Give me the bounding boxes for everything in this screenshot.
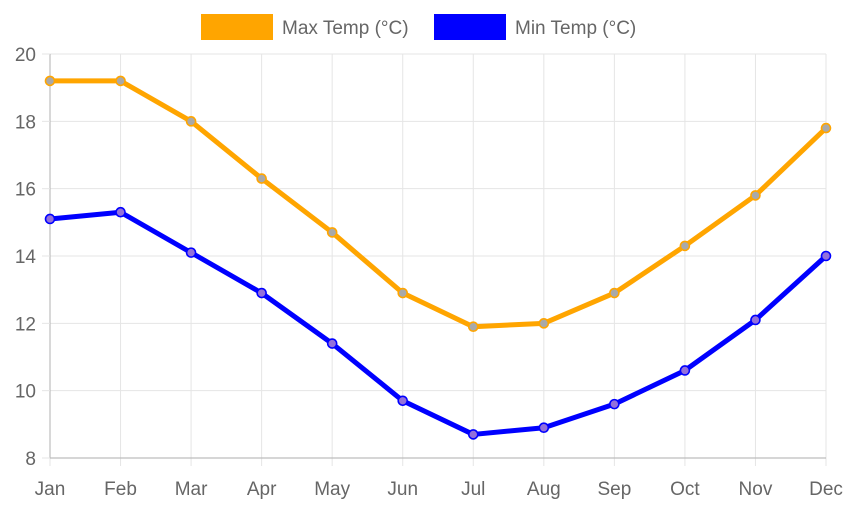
- x-tick-label: Oct: [670, 479, 700, 500]
- series-line-max-temp: [47, 78, 829, 330]
- data-point-max-temp[interactable]: [326, 227, 338, 238]
- x-tick-label: Jun: [387, 479, 418, 500]
- data-point-min-temp[interactable]: [679, 365, 691, 376]
- legend-swatch-min-temp[interactable]: [434, 14, 506, 40]
- data-point-min-temp[interactable]: [397, 395, 409, 407]
- y-tick-label: 20: [15, 45, 36, 66]
- data-point-min-temp[interactable]: [326, 338, 338, 349]
- x-tick-label: Dec: [809, 479, 843, 500]
- x-tick-label: May: [314, 479, 350, 500]
- x-tick-label: Aug: [527, 479, 561, 500]
- y-tick-label: 14: [15, 247, 37, 268]
- data-point-min-temp[interactable]: [467, 429, 479, 440]
- legend-swatch-max-temp[interactable]: [201, 14, 273, 40]
- y-tick-label: 12: [15, 314, 36, 335]
- data-point-max-temp[interactable]: [820, 122, 832, 134]
- series-line-min-temp: [47, 209, 829, 437]
- x-tick-label: Sep: [597, 479, 631, 500]
- data-point-min-temp[interactable]: [256, 287, 267, 299]
- chart-series: [44, 75, 832, 440]
- x-tick-label: Apr: [247, 479, 277, 500]
- data-point-max-temp[interactable]: [467, 321, 479, 333]
- data-point-max-temp[interactable]: [44, 75, 56, 87]
- data-point-max-temp[interactable]: [397, 287, 409, 299]
- y-tick-label: 18: [15, 112, 36, 133]
- y-tick-label: 10: [15, 382, 36, 403]
- x-tick-label: Mar: [175, 479, 208, 500]
- x-tick-label: Nov: [739, 479, 773, 500]
- y-tick-label: 8: [25, 449, 36, 470]
- x-tick-label: Jan: [35, 479, 66, 500]
- x-axis-ticks: Jan Feb Mar Apr May Jun Jul Aug Sep Oct Nov Dec: [35, 479, 843, 500]
- data-point-min-temp[interactable]: [820, 250, 832, 262]
- data-point-max-temp[interactable]: [679, 240, 691, 252]
- data-point-max-temp[interactable]: [256, 173, 267, 184]
- chart-gridlines: [49, 53, 827, 466]
- data-point-max-temp[interactable]: [750, 190, 761, 201]
- y-tick-label: 16: [15, 180, 36, 201]
- data-point-min-temp[interactable]: [609, 398, 620, 410]
- data-point-min-temp[interactable]: [44, 213, 56, 225]
- data-point-max-temp[interactable]: [115, 75, 126, 87]
- data-point-min-temp[interactable]: [538, 422, 550, 434]
- legend-label-min-temp[interactable]: Min Temp (°C): [515, 18, 636, 39]
- data-point-max-temp[interactable]: [538, 318, 550, 329]
- legend-label-max-temp[interactable]: Max Temp (°C): [282, 18, 409, 39]
- chart-legend: Max Temp (°C) Min Temp (°C): [201, 14, 636, 40]
- data-point-max-temp[interactable]: [609, 287, 620, 299]
- x-tick-label: Feb: [104, 479, 137, 500]
- data-point-max-temp[interactable]: [185, 116, 197, 127]
- y-axis-ticks: 8 10 12 14 16 18 20: [15, 45, 50, 470]
- data-point-min-temp[interactable]: [185, 247, 197, 258]
- x-tick-label: Jul: [461, 479, 485, 500]
- data-point-min-temp[interactable]: [750, 314, 761, 326]
- data-point-min-temp[interactable]: [115, 206, 126, 218]
